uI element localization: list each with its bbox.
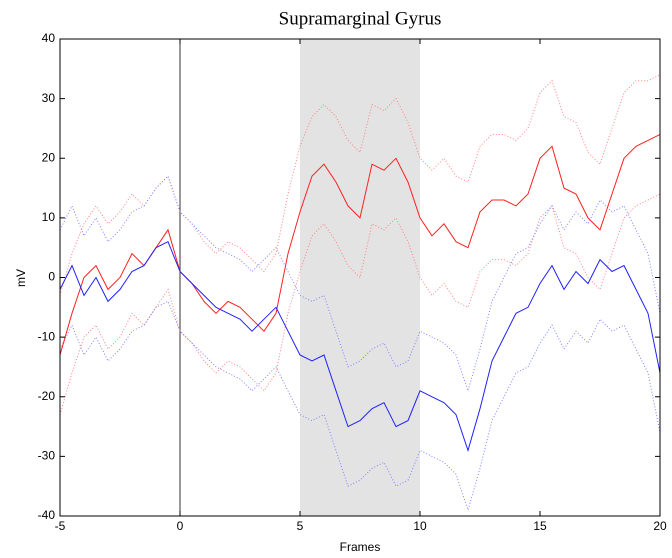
shaded-region <box>300 39 420 516</box>
y-tick-label: 0 <box>48 270 55 284</box>
series-line <box>59 133 661 356</box>
x-axis-label: Frames <box>340 540 381 554</box>
x-tick-label: -5 <box>55 519 66 533</box>
y-tick-label: -20 <box>38 389 56 403</box>
y-tick-label: 20 <box>42 150 56 164</box>
series-line <box>59 241 661 453</box>
chart-title: Supramarginal Gyrus <box>279 8 442 29</box>
x-tick-label: 20 <box>653 519 667 533</box>
series-line <box>59 175 661 393</box>
y-tick-label: 40 <box>42 31 56 45</box>
x-tick-label: 15 <box>533 519 547 533</box>
y-tick-label: 30 <box>42 91 56 105</box>
y-tick-label: -40 <box>38 508 56 522</box>
x-tick-label: 10 <box>413 519 427 533</box>
y-axis-label: mV <box>14 269 28 287</box>
y-tick-label: 10 <box>42 210 56 224</box>
x-tick-label: 0 <box>177 519 184 533</box>
y-tick-label: -10 <box>38 329 56 343</box>
x-tick-label: 5 <box>297 519 304 533</box>
y-tick-label: -30 <box>38 449 56 463</box>
